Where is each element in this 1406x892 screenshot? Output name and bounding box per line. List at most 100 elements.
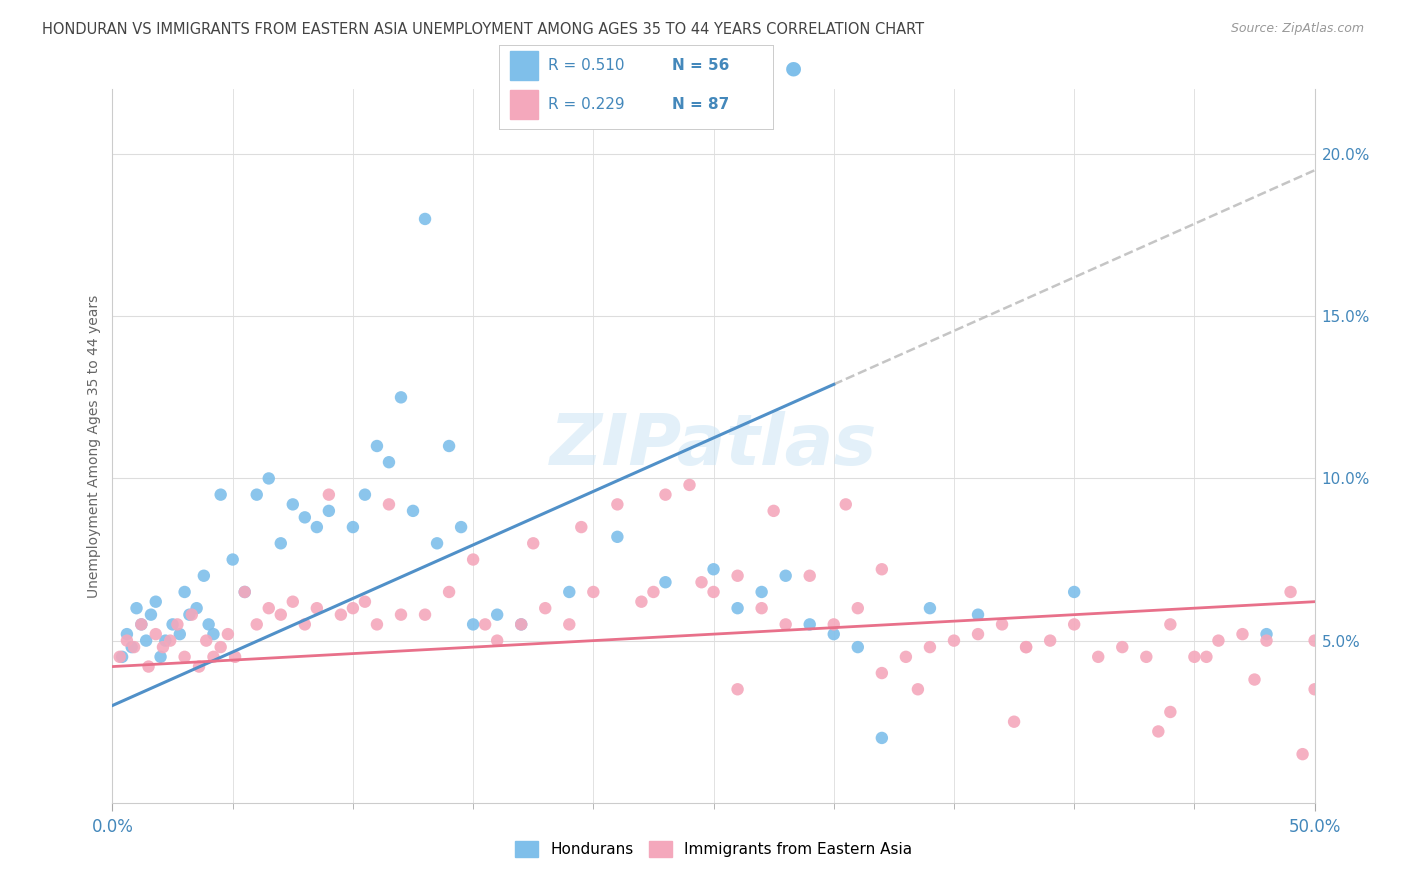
Point xyxy=(437,439,460,453)
Point xyxy=(426,536,449,550)
Point xyxy=(115,633,138,648)
Point xyxy=(413,211,436,226)
Point xyxy=(131,617,153,632)
Text: R = 0.510: R = 0.510 xyxy=(548,58,626,73)
Text: ZIPatlas: ZIPatlas xyxy=(550,411,877,481)
Point xyxy=(654,575,676,590)
Point xyxy=(727,601,749,615)
Point xyxy=(270,607,292,622)
Point xyxy=(643,585,665,599)
Point xyxy=(1256,627,1278,641)
Point xyxy=(1279,585,1302,599)
Point xyxy=(202,649,225,664)
Bar xyxy=(510,51,537,80)
Point xyxy=(1303,633,1326,648)
Point xyxy=(534,601,557,615)
Point xyxy=(209,488,232,502)
Point xyxy=(727,568,749,582)
Point xyxy=(389,390,412,404)
Point xyxy=(162,617,184,632)
Point xyxy=(366,439,388,453)
Point xyxy=(474,617,496,632)
Point xyxy=(967,627,990,641)
Point xyxy=(510,617,533,632)
Point xyxy=(1087,649,1109,664)
Text: Source: ZipAtlas.com: Source: ZipAtlas.com xyxy=(1230,22,1364,36)
Point xyxy=(149,649,172,664)
Point xyxy=(1063,617,1085,632)
Point xyxy=(654,488,676,502)
Point xyxy=(846,640,869,654)
Point xyxy=(461,617,484,632)
Point xyxy=(354,488,377,502)
Point xyxy=(823,627,845,641)
Point xyxy=(1184,649,1206,664)
Point xyxy=(188,659,211,673)
Point xyxy=(378,455,401,469)
Point xyxy=(751,601,773,615)
Point xyxy=(702,585,725,599)
Point xyxy=(486,607,509,622)
Point xyxy=(294,510,316,524)
Point xyxy=(1039,633,1062,648)
Point xyxy=(1208,633,1230,648)
Point xyxy=(558,617,581,632)
Point xyxy=(1147,724,1170,739)
Point xyxy=(799,617,821,632)
Y-axis label: Unemployment Among Ages 35 to 44 years: Unemployment Among Ages 35 to 44 years xyxy=(87,294,101,598)
Bar xyxy=(510,89,537,120)
Point xyxy=(202,627,225,641)
Point xyxy=(870,731,893,745)
Point xyxy=(233,585,256,599)
Point xyxy=(305,601,328,615)
Point xyxy=(329,607,352,622)
Point xyxy=(179,607,201,622)
Text: ●: ● xyxy=(785,59,801,78)
Point xyxy=(366,617,388,632)
Point xyxy=(450,520,472,534)
Point xyxy=(461,552,484,566)
Point xyxy=(186,601,208,615)
Point xyxy=(835,497,858,511)
Point xyxy=(569,520,592,534)
Point xyxy=(173,585,195,599)
Point xyxy=(918,601,941,615)
Point xyxy=(1195,649,1218,664)
Point xyxy=(510,617,533,632)
Point xyxy=(257,471,280,485)
Point xyxy=(159,633,181,648)
Point xyxy=(378,497,401,511)
Point xyxy=(894,649,917,664)
Point xyxy=(257,601,280,615)
Point xyxy=(918,640,941,654)
Text: R = 0.229: R = 0.229 xyxy=(548,97,626,112)
Point xyxy=(1243,673,1265,687)
Point xyxy=(233,585,256,599)
Point xyxy=(318,488,340,502)
Legend: Hondurans, Immigrants from Eastern Asia: Hondurans, Immigrants from Eastern Asia xyxy=(509,835,918,863)
Point xyxy=(606,530,628,544)
Point xyxy=(907,682,929,697)
Point xyxy=(209,640,232,654)
Point xyxy=(270,536,292,550)
Text: HONDURAN VS IMMIGRANTS FROM EASTERN ASIA UNEMPLOYMENT AMONG AGES 35 TO 44 YEARS : HONDURAN VS IMMIGRANTS FROM EASTERN ASIA… xyxy=(42,22,924,37)
Point xyxy=(870,666,893,681)
Point xyxy=(690,575,713,590)
Point xyxy=(402,504,425,518)
Point xyxy=(222,552,245,566)
Point xyxy=(389,607,412,622)
Point xyxy=(246,488,269,502)
Point xyxy=(775,568,797,582)
Point xyxy=(281,497,304,511)
Point xyxy=(1135,649,1157,664)
Point xyxy=(846,601,869,615)
Point xyxy=(121,640,143,654)
Point xyxy=(169,627,191,641)
Point xyxy=(799,568,821,582)
Point xyxy=(145,627,167,641)
Point xyxy=(135,633,157,648)
Point xyxy=(145,595,167,609)
Point xyxy=(1111,640,1133,654)
Point xyxy=(823,617,845,632)
Point xyxy=(294,617,316,632)
